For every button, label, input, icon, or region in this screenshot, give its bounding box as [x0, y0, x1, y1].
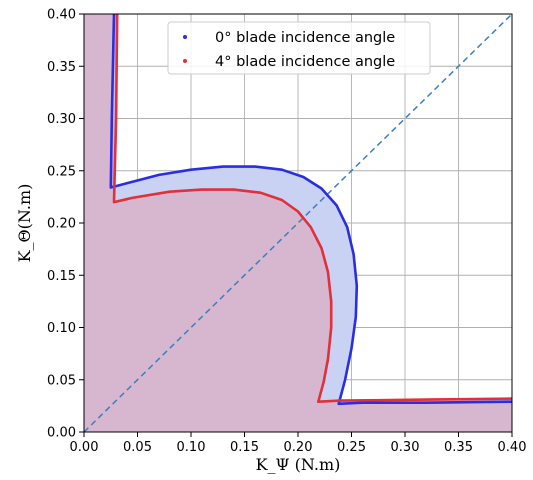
legend: 0° blade incidence angle 4° blade incide… [167, 21, 431, 75]
x-tick-label: 0.35 [444, 440, 473, 455]
series-line-4deg [112, 14, 512, 403]
y-tick-label: 0.20 [47, 217, 76, 232]
legend-label-4deg: 4° blade incidence angle [215, 54, 395, 70]
y-tick-label: 0.25 [47, 164, 76, 179]
y-tick-label: 0.35 [47, 60, 76, 75]
y-tick-label: 0.00 [47, 426, 76, 441]
legend-label-0deg: 0° blade incidence angle [215, 30, 395, 46]
x-tick-label: 0.10 [177, 440, 206, 455]
legend-box [167, 21, 431, 75]
axis-ticks: 0.00 0.05 0.10 0.15 0.20 0.25 0.30 0.35 0.40 0.00… [47, 8, 526, 456]
legend-marker-4deg [183, 59, 187, 63]
legend-marker-0deg [183, 35, 187, 39]
y-tick-label: 0.30 [47, 112, 76, 127]
x-tick-label: 0.40 [498, 440, 527, 455]
y-tick-label: 0.40 [47, 8, 76, 23]
x-tick-label: 0.00 [70, 440, 99, 455]
x-tick-label: 0.15 [230, 440, 259, 455]
y-tick-label: 0.15 [47, 269, 76, 284]
x-tick-label: 0.05 [123, 440, 152, 455]
y-tick-label: 0.05 [47, 373, 76, 388]
x-tick-label: 0.30 [391, 440, 420, 455]
x-tick-label: 0.20 [284, 440, 313, 455]
y-axis-label: K_Θ(N.m) [15, 184, 34, 263]
x-tick-label: 0.25 [337, 440, 366, 455]
x-axis-label: K_Ψ (N.m) [256, 455, 341, 474]
y-tick-label: 0.10 [47, 321, 76, 336]
series-line-0deg [109, 14, 512, 406]
region-fill-4deg [84, 14, 512, 432]
